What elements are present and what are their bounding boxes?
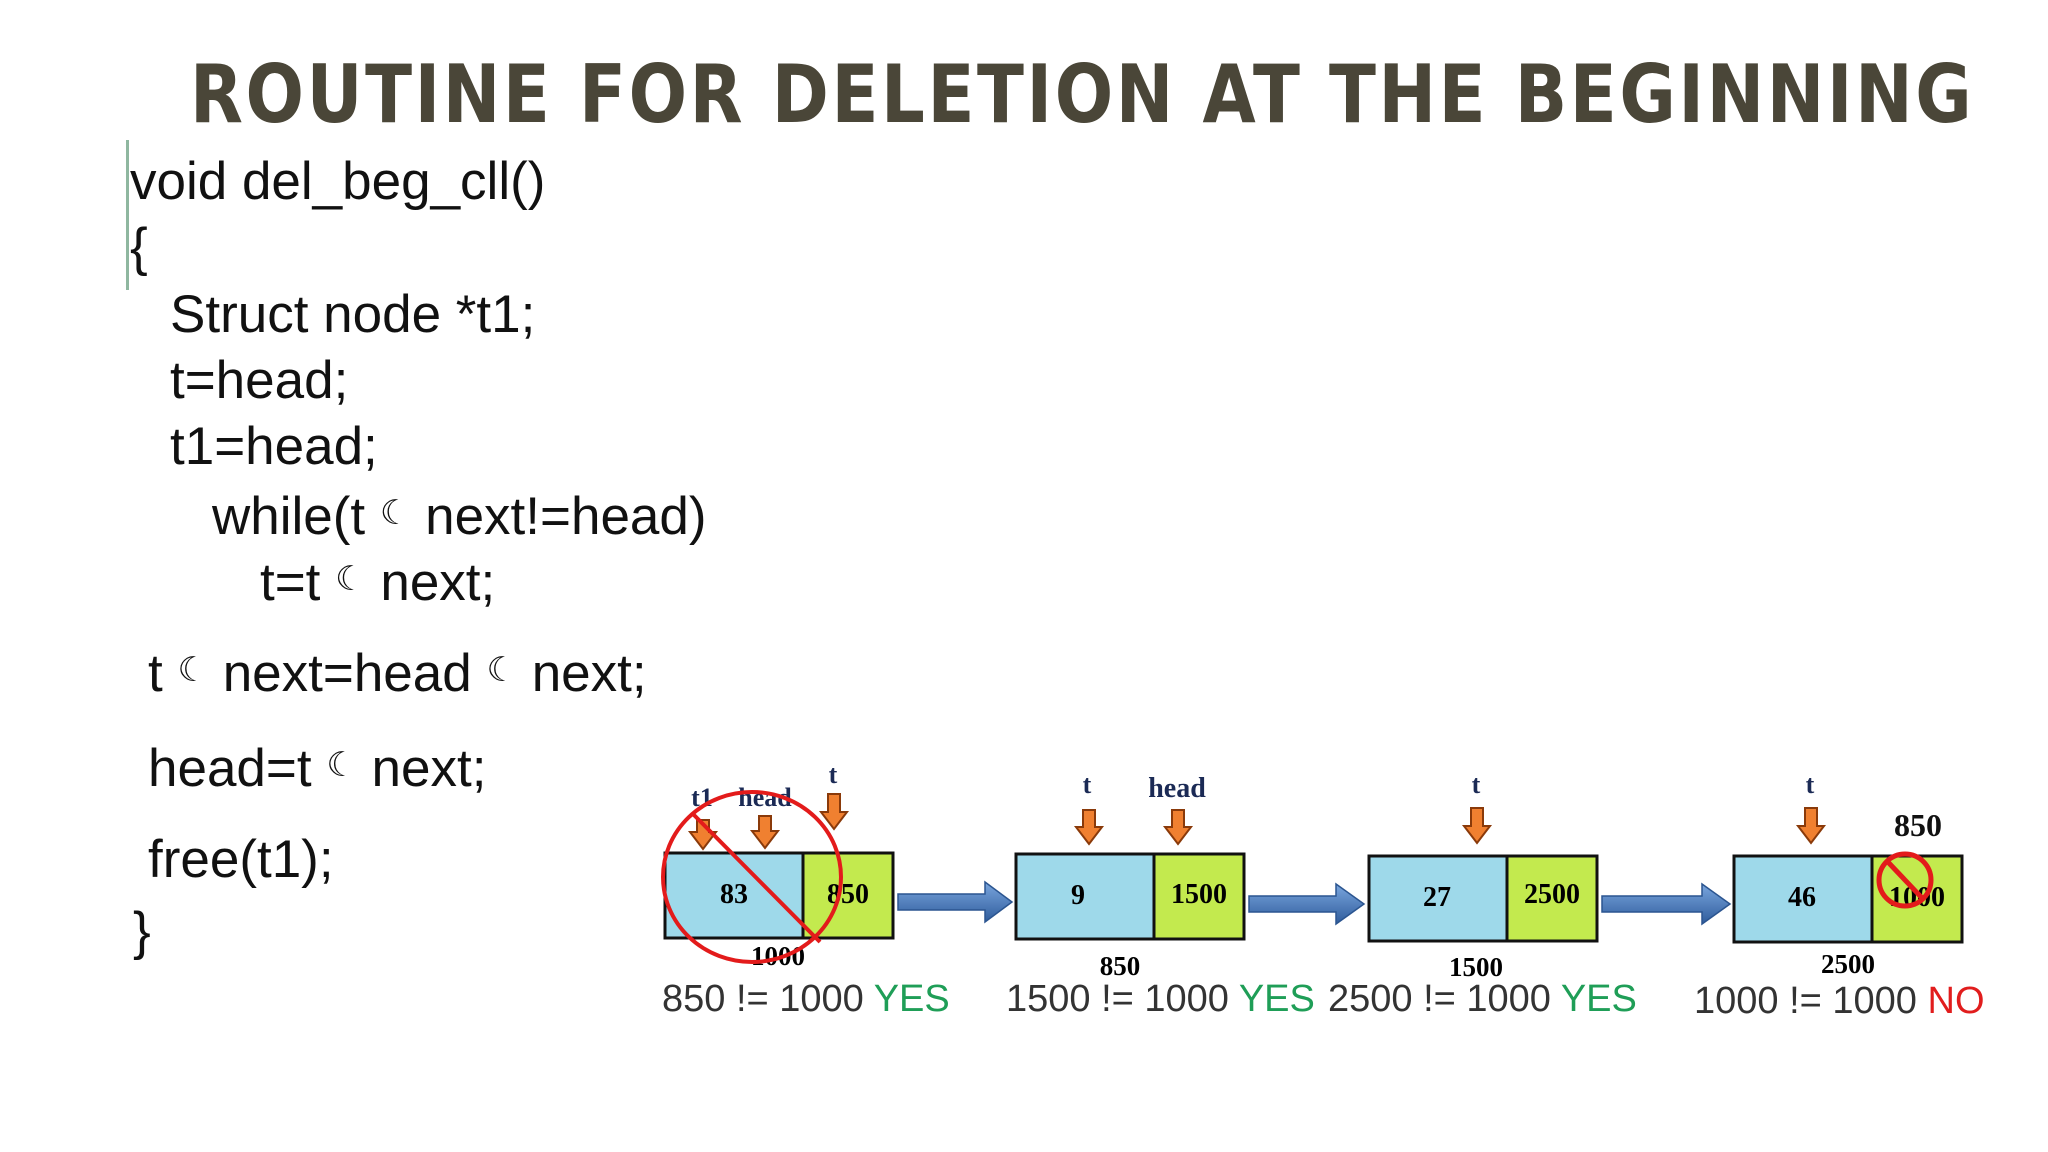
arrow-symbol: ☾	[326, 746, 357, 784]
condition-caption: 1500 != 1000 YES	[1006, 978, 1315, 1021]
list-node: 83 850 1000	[663, 851, 895, 971]
relink-part-a: t	[148, 644, 163, 703]
code-line-relink: t ☾ next=head ☾ next;	[148, 638, 647, 706]
code-line-advance: t=t ☾ next;	[260, 547, 495, 615]
advance-part-b: next;	[380, 553, 496, 612]
list-node: 46 1000 2500	[1732, 854, 1964, 979]
code-line-free: free(t1);	[148, 830, 334, 889]
pointer-label-t: t	[1806, 770, 1815, 799]
link-arrow	[1248, 882, 1366, 926]
pointer-arrow-icon	[749, 815, 781, 850]
pointer-arrow-icon	[818, 793, 850, 831]
condition-caption: 2500 != 1000 YES	[1328, 978, 1637, 1021]
condition-expression: 1500 != 1000	[1006, 978, 1229, 1020]
advance-part-a: t=t	[260, 553, 321, 612]
condition-verdict: YES	[1238, 978, 1315, 1020]
code-line-assign-t: t=head;	[170, 351, 349, 410]
pointer-arrow-icon	[1073, 809, 1105, 846]
pointer-arrow-icon	[1162, 809, 1194, 846]
node-address: 2500	[1821, 949, 1875, 979]
pointer-label-t: t	[829, 760, 838, 789]
node-address: 1500	[1449, 952, 1503, 982]
list-node: 27 2500 1500	[1367, 854, 1599, 982]
code-line-declare: Struct node *t1;	[170, 285, 536, 344]
node-data: 83	[720, 879, 748, 910]
relink-part-c: next;	[531, 644, 647, 703]
node-data: 9	[1071, 880, 1085, 911]
code-line-head-update: head=t ☾ next;	[148, 733, 486, 801]
pointer-arrow-icon	[687, 819, 719, 851]
pointer-label-t: t	[1083, 770, 1092, 799]
text-cursor-bar	[126, 140, 129, 290]
node-next: 2500	[1524, 879, 1580, 910]
code-line-signature: void del_beg_cll()	[130, 152, 546, 211]
link-arrow	[897, 880, 1014, 924]
code-line-while: while(t ☾ next!=head)	[212, 481, 707, 549]
code-line-assign-t1: t1=head;	[170, 417, 378, 476]
pointer-label-t: t	[1472, 770, 1481, 799]
condition-caption: 1000 != 1000 NO	[1694, 980, 1985, 1023]
node-data: 46	[1788, 882, 1816, 913]
condition-expression: 2500 != 1000	[1328, 978, 1551, 1020]
node-next: 1000	[1889, 882, 1945, 913]
list-node: 9 1500 850	[1014, 852, 1246, 981]
head-update-part-a: head=t	[148, 739, 312, 798]
slide-title: ROUTINE FOR DELETION AT THE BEGINNING	[190, 48, 1975, 141]
while-part-a: while(t	[212, 487, 366, 546]
condition-expression: 850 != 1000	[662, 978, 864, 1020]
condition-verdict: YES	[873, 978, 950, 1020]
code-line-open-brace: {	[130, 218, 148, 277]
replaced-value-cross-icon	[1876, 851, 1934, 909]
node-address: 850	[1100, 951, 1141, 981]
condition-verdict: YES	[1560, 978, 1637, 1020]
node-data: 27	[1423, 882, 1451, 913]
new-next-value-label: 850	[1894, 807, 1942, 843]
head-update-part-b: next;	[371, 739, 487, 798]
pointer-arrow-icon	[1795, 807, 1827, 845]
node-next: 1500	[1171, 879, 1227, 910]
condition-verdict: NO	[1927, 980, 1985, 1022]
node-next: 850	[827, 879, 869, 910]
arrow-symbol: ☾	[486, 651, 517, 689]
node-address: 1000	[751, 941, 805, 971]
pointer-arrow-icon	[1461, 807, 1493, 845]
arrow-symbol: ☾	[177, 651, 208, 689]
condition-caption: 850 != 1000 YES	[662, 978, 950, 1021]
deleted-node-cross-icon	[661, 790, 843, 964]
arrow-symbol: ☾	[335, 560, 366, 598]
condition-expression: 1000 != 1000	[1694, 980, 1917, 1022]
link-arrow	[1601, 882, 1732, 926]
arrow-symbol: ☾	[379, 494, 411, 532]
relink-part-b: next=head	[222, 644, 472, 703]
pointer-label-head: head	[1148, 773, 1206, 804]
while-part-b: next!=head)	[425, 487, 707, 546]
code-line-close-brace: }	[133, 902, 151, 961]
